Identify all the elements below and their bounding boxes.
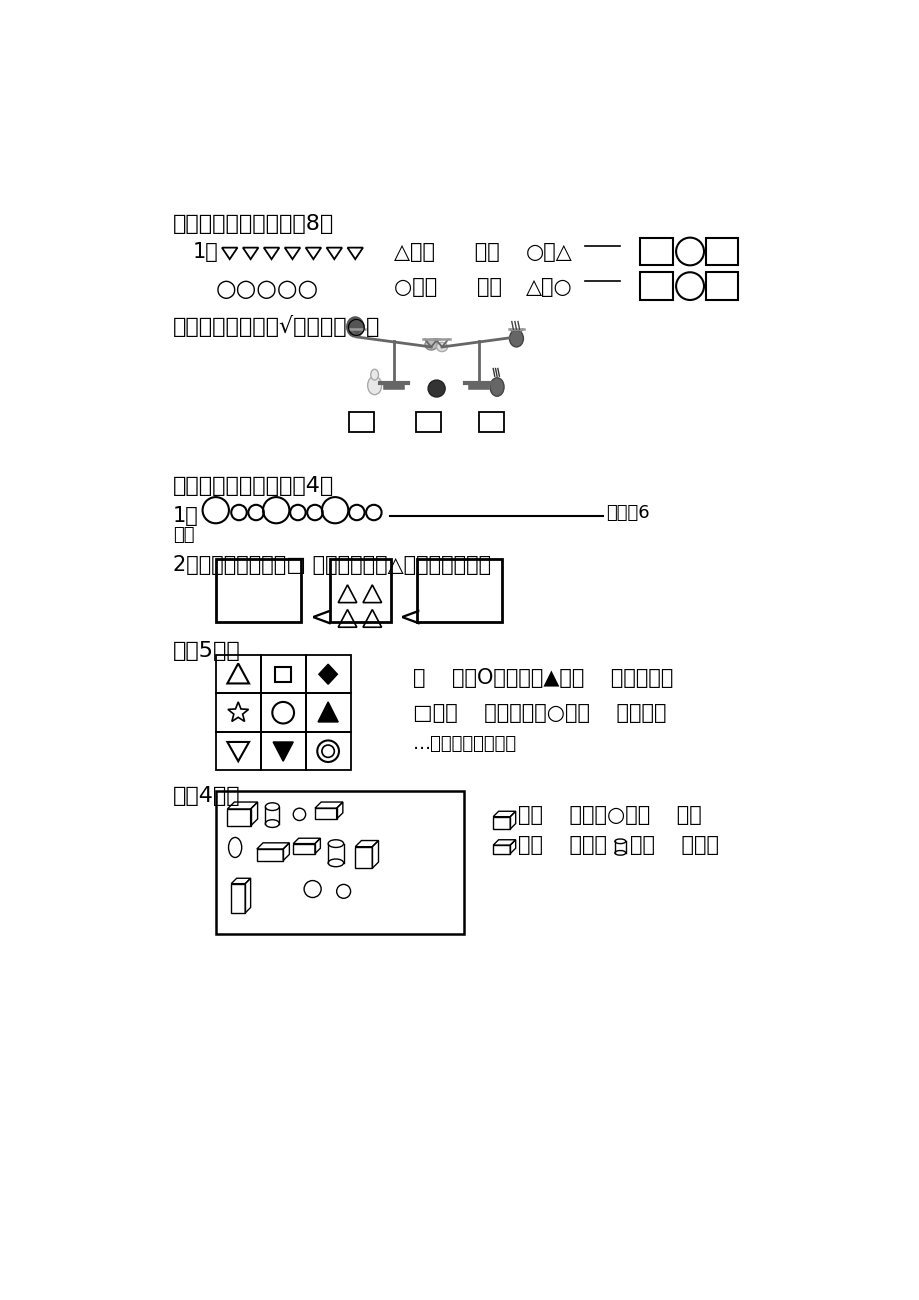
Text: 有（    ）个。: 有（ ）个。 — [630, 835, 719, 855]
Text: 1、: 1、 — [173, 507, 199, 526]
Bar — [260, 732, 305, 771]
Text: □在（    ）的左边，○在（    ）的右边: □在（ ）的左边，○在（ ）的右边 — [413, 703, 666, 723]
Ellipse shape — [425, 339, 437, 350]
Bar — [479, 412, 504, 432]
Bar — [705, 238, 737, 265]
Text: 六、4分。: 六、4分。 — [173, 786, 241, 806]
Text: ○比△: ○比△ — [525, 242, 572, 263]
Bar — [260, 693, 305, 732]
Ellipse shape — [490, 378, 504, 396]
Text: 1、: 1、 — [192, 242, 218, 263]
Bar — [260, 655, 305, 693]
Bar — [305, 655, 350, 693]
Ellipse shape — [370, 369, 378, 380]
Bar — [293, 844, 314, 854]
Bar — [705, 272, 737, 300]
Text: △比○: △比○ — [525, 277, 572, 296]
Bar — [640, 238, 673, 265]
Bar — [330, 559, 391, 621]
Polygon shape — [318, 702, 338, 722]
Bar — [275, 667, 290, 682]
Text: ○○○○○: ○○○○○ — [216, 277, 319, 300]
Text: 五、看一看，画一画。4分: 五、看一看，画一画。4分 — [173, 476, 334, 495]
Polygon shape — [273, 742, 293, 762]
Bar — [216, 732, 260, 771]
Text: △有（      ）个: △有（ ）个 — [393, 242, 499, 263]
Bar — [417, 559, 502, 621]
Bar — [305, 693, 350, 732]
Text: 三、比一比，填一填。8分: 三、比一比，填一填。8分 — [173, 213, 334, 234]
Bar — [493, 845, 510, 854]
Text: ○有（      ）个: ○有（ ）个 — [393, 277, 502, 296]
Ellipse shape — [437, 342, 447, 351]
Text: <: < — [310, 604, 334, 632]
Text: 个）: 个） — [173, 525, 195, 543]
Bar — [416, 412, 441, 432]
Ellipse shape — [509, 330, 523, 347]
Text: <: < — [398, 604, 422, 632]
Bar — [355, 846, 372, 868]
Bar — [256, 849, 283, 861]
Text: （再画6: （再画6 — [606, 504, 649, 523]
Ellipse shape — [368, 376, 381, 395]
Bar — [227, 809, 250, 826]
Bar — [216, 655, 260, 693]
Bar — [348, 412, 373, 432]
Bar — [216, 792, 463, 933]
Circle shape — [427, 380, 445, 396]
Text: 五、5分。: 五、5分。 — [173, 641, 241, 662]
Bar — [640, 272, 673, 300]
Bar — [314, 809, 336, 819]
Bar — [216, 559, 301, 621]
Text: 2、画一画（下面的□ 里可以画几个△，右面的呢？）: 2、画一画（下面的□ 里可以画几个△，右面的呢？） — [173, 555, 491, 575]
Bar — [231, 884, 245, 913]
Bar — [493, 816, 510, 829]
Text: …（后面的）上面。: …（后面的）上面。 — [413, 734, 517, 753]
Polygon shape — [319, 664, 337, 684]
Text: （    ）在O的上面，▲在（    ）的下面，: （ ）在O的上面，▲在（ ）的下面， — [413, 668, 673, 688]
Text: 有（    ）个，: 有（ ）个， — [517, 835, 607, 855]
Bar — [305, 732, 350, 771]
Ellipse shape — [346, 317, 363, 337]
Bar — [216, 693, 260, 732]
Text: 四、在重的下面打√，轻的画○。: 四、在重的下面打√，轻的画○。 — [173, 316, 380, 338]
Text: 有（    ）个，○有（    ）个: 有（ ）个，○有（ ）个 — [517, 805, 701, 826]
